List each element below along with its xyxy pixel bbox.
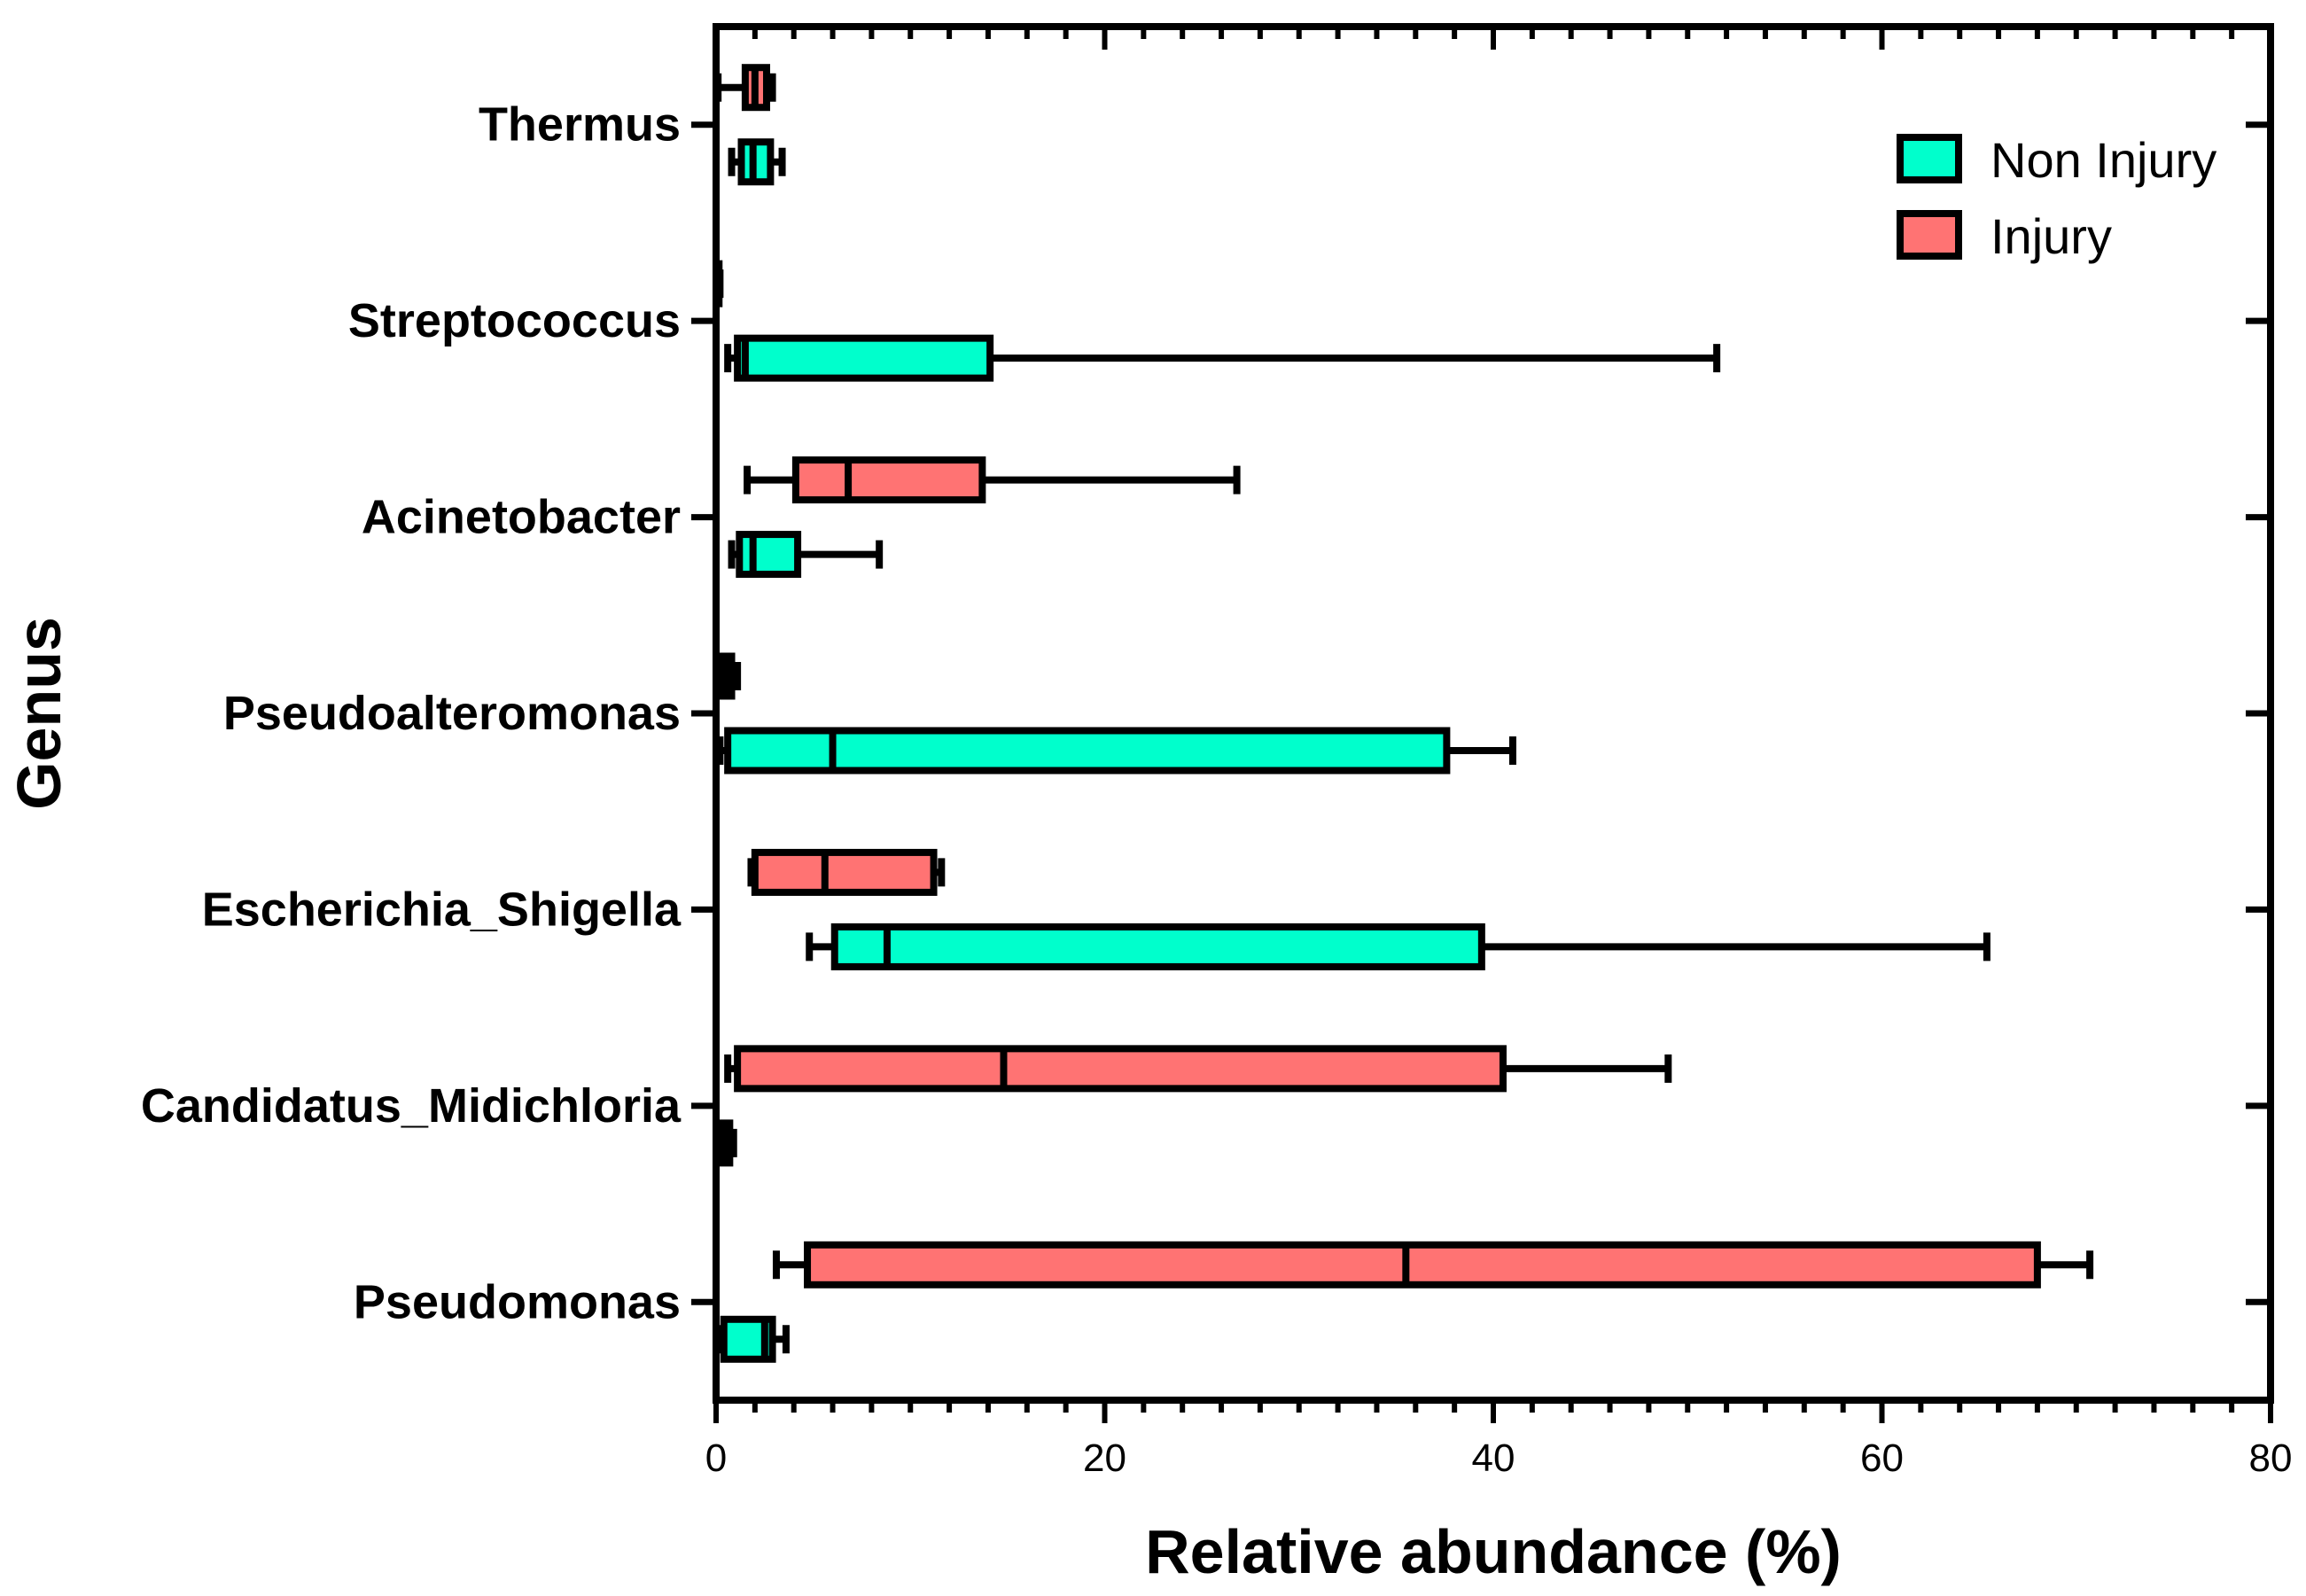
category-label-escherichia-shigella: Escherichia_Shigella bbox=[202, 883, 682, 936]
legend-swatch-injury bbox=[1897, 210, 1962, 260]
escherichia-shigella-non-injury-iqr bbox=[830, 923, 1485, 970]
legend-label-injury: Injury bbox=[1990, 208, 2112, 264]
category-label-thermus: Thermus bbox=[479, 98, 681, 152]
pseudomonas-non-injury-box bbox=[714, 1315, 790, 1363]
category-label-candidatus-midichloria: Candidatus_Midichloria bbox=[141, 1079, 682, 1133]
category-label-streptococcus: Streptococcus bbox=[348, 294, 681, 347]
acinetobacter-non-injury-box bbox=[728, 531, 884, 579]
legend-item-non-injury: Non Injury bbox=[1897, 132, 2216, 188]
x-axis-title: Relative abundance (%) bbox=[1145, 1517, 1842, 1586]
legend: Non Injury Injury bbox=[1897, 132, 2216, 264]
candidatus-midichloria-injury-iqr bbox=[734, 1045, 1507, 1093]
legend-label-non-injury: Non Injury bbox=[1990, 132, 2216, 188]
candidatus-midichloria-non-injury-box bbox=[713, 1119, 737, 1167]
x-tick-label: 0 bbox=[705, 1436, 727, 1480]
escherichia-shigella-injury-box bbox=[747, 848, 946, 896]
category-label-pseudoalteromonas: Pseudoalteromonas bbox=[223, 687, 681, 740]
pseudoalteromonas-non-injury-iqr bbox=[724, 727, 1451, 775]
pseudomonas-injury-box bbox=[772, 1241, 2094, 1288]
legend-item-injury: Injury bbox=[1897, 208, 2112, 264]
acinetobacter-non-injury-iqr bbox=[736, 531, 802, 579]
pseudomonas-injury-iqr bbox=[804, 1241, 2041, 1288]
escherichia-shigella-injury-iqr bbox=[751, 848, 938, 896]
pseudoalteromonas-non-injury-box bbox=[716, 727, 1516, 775]
x-tick-label: 20 bbox=[1083, 1436, 1126, 1480]
thermus-non-injury-box bbox=[728, 138, 786, 186]
thermus-injury-box bbox=[714, 64, 776, 112]
pseudoalteromonas-injury-box bbox=[714, 652, 742, 700]
category-label-pseudomonas: Pseudomonas bbox=[354, 1275, 681, 1328]
legend-swatch-non-injury bbox=[1897, 134, 1962, 183]
acinetobacter-injury-box bbox=[744, 456, 1241, 504]
x-tick-label: 80 bbox=[2249, 1436, 2293, 1480]
axes: 0 20 40 60 80 Thermus Streptococcus Acinetobact… bbox=[141, 23, 2293, 1480]
y-axis-title: Genus bbox=[4, 617, 74, 810]
plot-area bbox=[713, 64, 2094, 1363]
streptococcus-non-injury-iqr bbox=[734, 334, 994, 382]
streptococcus-non-injury-box bbox=[724, 334, 1721, 382]
candidatus-midichloria-injury-box bbox=[724, 1045, 1672, 1093]
acinetobacter-injury-iqr bbox=[791, 456, 986, 504]
escherichia-shigella-non-injury-box bbox=[806, 923, 1990, 970]
x-tick-label: 40 bbox=[1472, 1436, 1515, 1480]
category-label-acinetobacter: Acinetobacter bbox=[362, 491, 681, 544]
x-tick-label: 60 bbox=[1860, 1436, 1904, 1480]
